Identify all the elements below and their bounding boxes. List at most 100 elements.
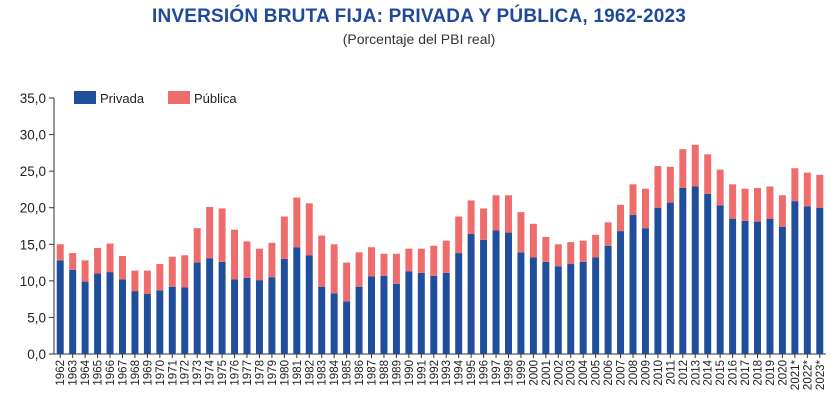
bar-privada-1962 — [56, 260, 64, 354]
bar-privada-1986 — [355, 286, 363, 354]
x-tick-label: 2014 — [703, 359, 715, 385]
x-tick-label: 2000 — [528, 360, 540, 386]
x-tick-label: 2022* — [802, 359, 814, 390]
bar-privada-2002 — [554, 266, 562, 354]
bar-publica-1970 — [156, 264, 164, 291]
x-tick-label: 1980 — [279, 360, 291, 386]
x-tick-label: 1996 — [479, 360, 491, 386]
bar-publica-2013 — [691, 144, 699, 187]
x-tick-label: 1995 — [466, 360, 478, 386]
x-tick-label: 1963 — [68, 360, 80, 386]
bar-privada-1974 — [206, 258, 214, 354]
x-tick-label: 1966 — [105, 360, 117, 386]
bar-publica-2000 — [529, 223, 537, 258]
bar-privada-2004 — [579, 261, 587, 354]
bar-privada-1999 — [517, 252, 525, 354]
bar-privada-1978 — [255, 280, 263, 354]
bar-publica-2008 — [629, 184, 637, 216]
x-tick-label: 2010 — [653, 360, 665, 386]
bar-privada-2017 — [741, 220, 749, 354]
x-tick-label: 2017 — [740, 360, 752, 386]
y-tick-label: 20,0 — [20, 201, 46, 216]
x-tick-label: 1964 — [80, 359, 92, 385]
bar-privada-1998 — [504, 232, 512, 354]
bar-privada-1983 — [318, 286, 326, 354]
bar-publica-1965 — [94, 247, 102, 274]
bar-privada-2023 — [816, 207, 824, 354]
bar-publica-2022 — [803, 172, 811, 207]
bar-publica-1963 — [69, 253, 77, 270]
y-tick-label: 25,0 — [20, 164, 46, 179]
bar-publica-1975 — [218, 208, 226, 262]
bar-privada-2020 — [778, 226, 786, 354]
bar-privada-2014 — [704, 193, 712, 354]
x-tick-label: 1984 — [329, 359, 341, 385]
x-tick-label: 1969 — [142, 360, 154, 386]
bar-privada-2003 — [567, 264, 575, 354]
bar-privada-1994 — [455, 253, 463, 354]
bar-publica-2017 — [741, 188, 749, 221]
bar-privada-1989 — [392, 283, 400, 354]
x-tick-label: 2007 — [616, 360, 628, 386]
bar-privada-2021 — [791, 201, 799, 354]
x-tick-label: 1981 — [292, 360, 304, 386]
bar-publica-2004 — [579, 240, 587, 262]
legend-swatch-privada — [74, 91, 96, 104]
bar-privada-1971 — [168, 286, 176, 354]
x-tick-label: 1991 — [416, 360, 428, 386]
bar-publica-1969 — [143, 270, 151, 295]
bar-publica-1966 — [106, 243, 114, 273]
x-tick-label: 1962 — [55, 360, 67, 386]
x-tick-label: 1968 — [130, 360, 142, 386]
x-tick-label: 2005 — [591, 360, 603, 386]
bar-publica-1962 — [56, 244, 64, 261]
bar-privada-1991 — [417, 272, 425, 354]
bar-publica-1973 — [193, 228, 201, 263]
bar-publica-1974 — [206, 206, 214, 259]
bar-privada-1987 — [368, 276, 376, 354]
x-tick-label: 1989 — [391, 360, 403, 386]
bar-privada-1984 — [330, 293, 338, 354]
bar-privada-1965 — [94, 273, 102, 354]
bar-publica-1993 — [442, 240, 450, 273]
y-tick-label: 30,0 — [20, 128, 46, 143]
bar-publica-1976 — [231, 229, 239, 280]
x-tick-label: 1988 — [379, 360, 391, 386]
bar-publica-1987 — [368, 247, 376, 277]
bar-publica-1988 — [380, 253, 388, 276]
bar-publica-2021 — [791, 168, 799, 202]
x-tick-label: 1994 — [454, 359, 466, 385]
x-tick-label: 1965 — [93, 360, 105, 386]
bar-privada-1981 — [293, 247, 301, 354]
x-tick-label: 1985 — [342, 360, 354, 386]
x-tick-label: 2011 — [665, 360, 677, 385]
bar-privada-2019 — [766, 218, 774, 354]
x-tick-label: 1974 — [205, 359, 217, 385]
bar-privada-1963 — [69, 269, 77, 354]
legend-swatch-publica — [168, 91, 190, 104]
legend-label-publica: Pública — [194, 91, 237, 106]
bar-privada-1985 — [343, 301, 351, 354]
bar-privada-1970 — [156, 290, 164, 354]
bar-publica-1983 — [318, 235, 326, 287]
bar-publica-2011 — [666, 166, 674, 203]
bar-privada-1982 — [305, 255, 313, 354]
bar-privada-2007 — [617, 231, 625, 354]
x-tick-label: 1977 — [242, 360, 254, 386]
bar-privada-2006 — [604, 245, 612, 354]
bar-privada-1966 — [106, 272, 114, 354]
x-tick-label: 1967 — [117, 360, 129, 386]
x-tick-label: 1992 — [429, 360, 441, 386]
bar-privada-2015 — [716, 205, 724, 354]
bar-publica-2012 — [679, 149, 687, 188]
bar-publica-1989 — [392, 253, 400, 284]
x-tick-label: 1993 — [441, 360, 453, 386]
x-tick-label: 2018 — [753, 360, 765, 386]
bar-privada-1993 — [442, 272, 450, 354]
bar-publica-2010 — [654, 166, 662, 208]
y-tick-label: 35,0 — [20, 91, 46, 106]
x-tick-label: 1979 — [267, 360, 279, 386]
bar-privada-1980 — [280, 258, 288, 354]
bar-privada-1997 — [492, 230, 500, 354]
x-tick-label: 2009 — [640, 360, 652, 386]
